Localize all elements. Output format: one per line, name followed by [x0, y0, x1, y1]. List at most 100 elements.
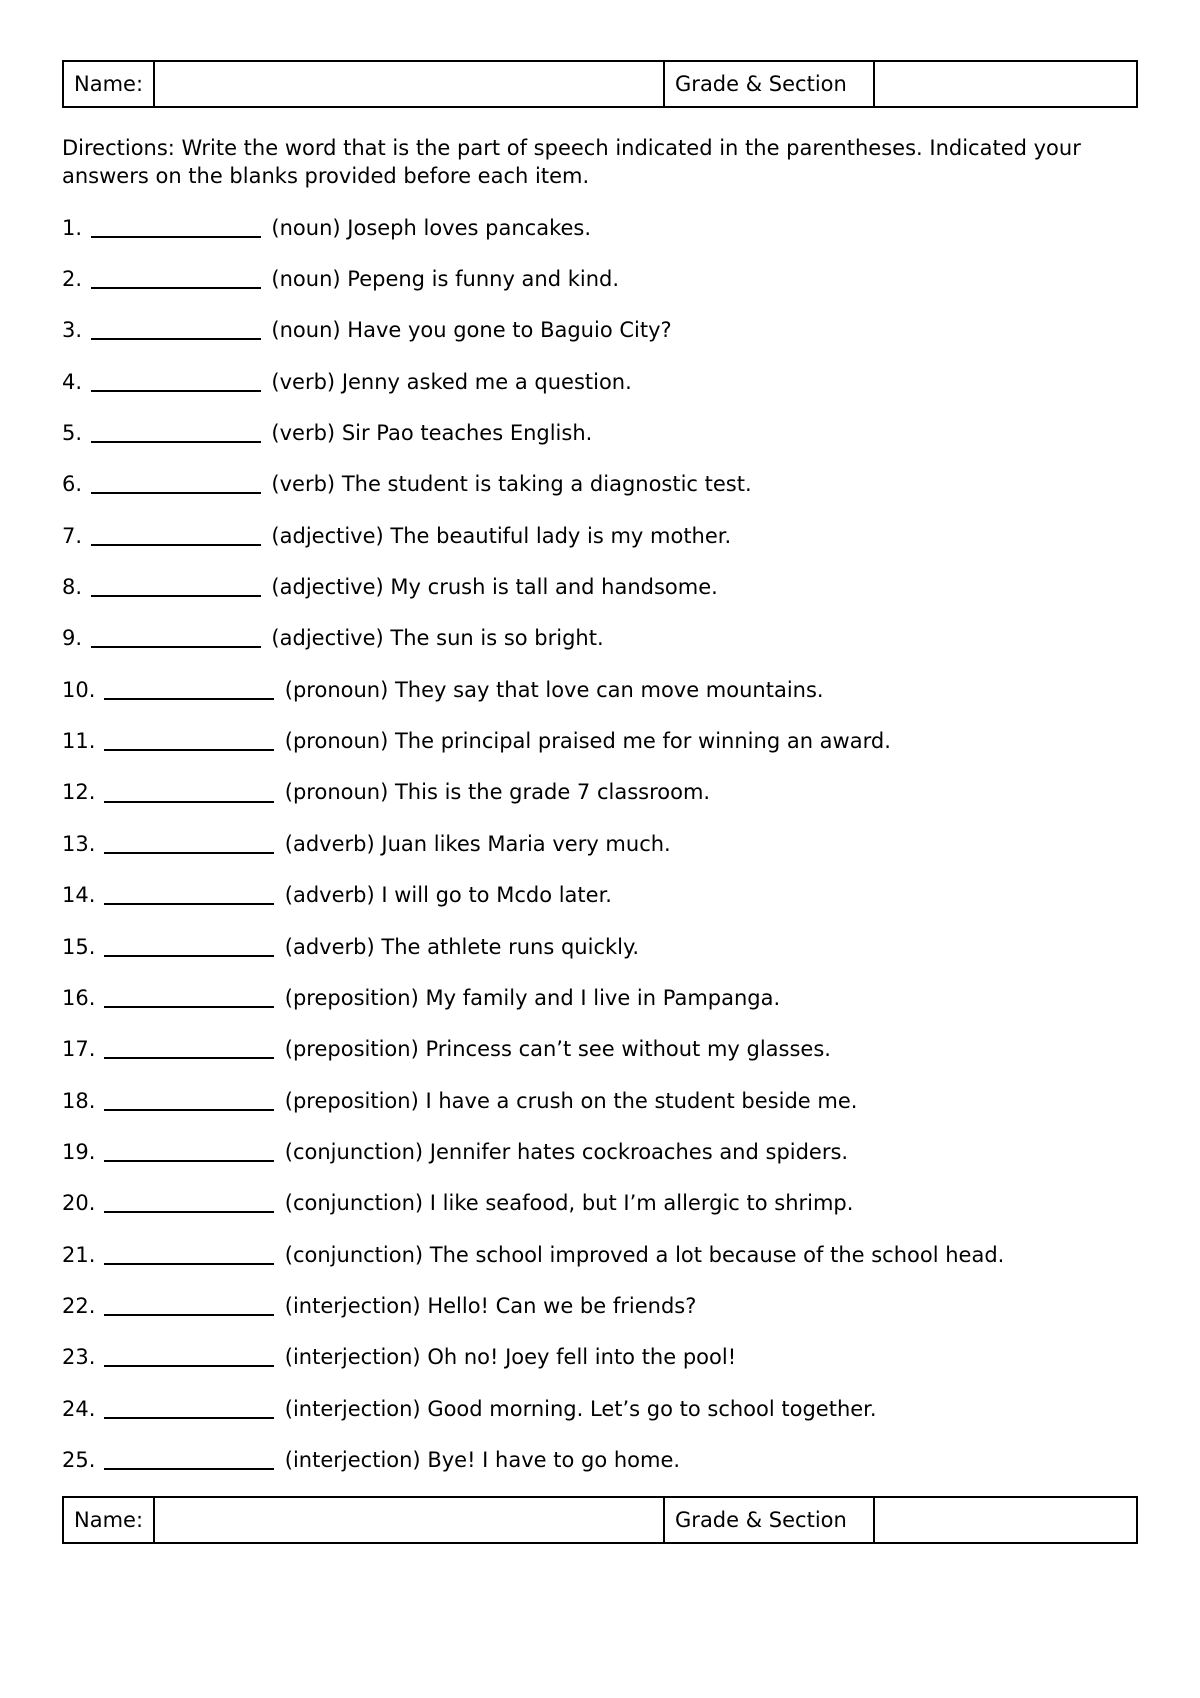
- answer-blank[interactable]: [91, 472, 261, 494]
- answer-blank[interactable]: [91, 575, 261, 597]
- part-of-speech: (adjective): [271, 524, 383, 548]
- item-number: 9.: [62, 626, 82, 650]
- part-of-speech: (conjunction): [285, 1140, 423, 1164]
- worksheet-item: 11. (pronoun) The principal praised me f…: [62, 726, 1138, 755]
- worksheet-item: 17. (preposition) Princess can’t see wit…: [62, 1034, 1138, 1063]
- part-of-speech: (adverb): [285, 883, 375, 907]
- item-number: 24.: [62, 1397, 95, 1421]
- sentence-text: The student is taking a diagnostic test.: [342, 472, 752, 496]
- sentence-text: I have a crush on the student beside me.: [425, 1089, 857, 1113]
- answer-blank[interactable]: [104, 1294, 274, 1316]
- header-table: Name: Grade & Section: [62, 60, 1138, 108]
- item-number: 17.: [62, 1037, 95, 1061]
- worksheet-item: 24. (interjection) Good morning. Let’s g…: [62, 1394, 1138, 1423]
- worksheet-item: 15. (adverb) The athlete runs quickly.: [62, 932, 1138, 961]
- answer-blank[interactable]: [104, 1037, 274, 1059]
- grade-input-cell[interactable]: [874, 61, 1137, 107]
- worksheet-item: 8. (adjective) My crush is tall and hand…: [62, 572, 1138, 601]
- part-of-speech: (adverb): [285, 935, 375, 959]
- part-of-speech: (conjunction): [285, 1243, 423, 1267]
- worksheet-item: 23. (interjection) Oh no! Joey fell into…: [62, 1342, 1138, 1371]
- answer-blank[interactable]: [91, 421, 261, 443]
- worksheet-item: 20. (conjunction) I like seafood, but I’…: [62, 1188, 1138, 1217]
- sentence-text: My crush is tall and handsome.: [390, 575, 717, 599]
- sentence-text: Jenny asked me a question.: [342, 370, 632, 394]
- item-number: 10.: [62, 678, 95, 702]
- sentence-text: Hello! Can we be friends?: [427, 1294, 696, 1318]
- answer-blank[interactable]: [104, 1345, 274, 1367]
- sentence-text: The beautiful lady is my mother.: [390, 524, 731, 548]
- part-of-speech: (adjective): [271, 575, 383, 599]
- answer-blank[interactable]: [91, 524, 261, 546]
- item-number: 21.: [62, 1243, 95, 1267]
- name-input-cell[interactable]: [154, 61, 664, 107]
- worksheet-item: 6. (verb) The student is taking a diagno…: [62, 469, 1138, 498]
- part-of-speech: (conjunction): [285, 1191, 423, 1215]
- answer-blank[interactable]: [91, 267, 261, 289]
- answer-blank[interactable]: [91, 318, 261, 340]
- worksheet-item: 13. (adverb) Juan likes Maria very much.: [62, 829, 1138, 858]
- answer-blank[interactable]: [104, 1089, 274, 1111]
- worksheet-item: 19. (conjunction) Jennifer hates cockroa…: [62, 1137, 1138, 1166]
- answer-blank[interactable]: [104, 1140, 274, 1162]
- sentence-text: The school improved a lot because of the…: [430, 1243, 1005, 1267]
- name-label-cell: Name:: [63, 1497, 154, 1543]
- worksheet-item: 16. (preposition) My family and I live i…: [62, 983, 1138, 1012]
- item-number: 19.: [62, 1140, 95, 1164]
- sentence-text: Jennifer hates cockroaches and spiders.: [430, 1140, 848, 1164]
- name-label-cell: Name:: [63, 61, 154, 107]
- sentence-text: Good morning. Let’s go to school togethe…: [427, 1397, 876, 1421]
- part-of-speech: (verb): [271, 472, 335, 496]
- directions-text: Directions: Write the word that is the p…: [62, 134, 1138, 191]
- item-number: 20.: [62, 1191, 95, 1215]
- part-of-speech: (pronoun): [285, 729, 389, 753]
- item-number: 18.: [62, 1089, 95, 1113]
- sentence-text: Bye! I have to go home.: [427, 1448, 680, 1472]
- worksheet-item: 10. (pronoun) They say that love can mov…: [62, 675, 1138, 704]
- answer-blank[interactable]: [104, 729, 274, 751]
- worksheet-item: 3. (noun) Have you gone to Baguio City?: [62, 315, 1138, 344]
- answer-blank[interactable]: [104, 986, 274, 1008]
- item-number: 12.: [62, 781, 95, 805]
- item-number: 3.: [62, 318, 82, 342]
- answer-blank[interactable]: [104, 935, 274, 957]
- answer-blank[interactable]: [91, 216, 261, 238]
- answer-blank[interactable]: [104, 832, 274, 854]
- sentence-text: The athlete runs quickly.: [381, 935, 639, 959]
- sentence-text: The sun is so bright.: [390, 626, 603, 650]
- sentence-text: I will go to Mcdo later.: [381, 883, 612, 907]
- answer-blank[interactable]: [104, 678, 274, 700]
- answer-blank[interactable]: [91, 626, 261, 648]
- item-number: 4.: [62, 370, 82, 394]
- grade-label-cell: Grade & Section: [664, 61, 874, 107]
- sentence-text: They say that love can move mountains.: [395, 678, 824, 702]
- answer-blank[interactable]: [91, 370, 261, 392]
- answer-blank[interactable]: [104, 1243, 274, 1265]
- grade-input-cell[interactable]: [874, 1497, 1137, 1543]
- item-number: 13.: [62, 832, 95, 856]
- sentence-text: I like seafood, but I’m allergic to shri…: [430, 1191, 854, 1215]
- answer-blank[interactable]: [104, 883, 274, 905]
- worksheet-item: 4. (verb) Jenny asked me a question.: [62, 367, 1138, 396]
- part-of-speech: (adjective): [271, 626, 383, 650]
- name-input-cell[interactable]: [154, 1497, 664, 1543]
- part-of-speech: (interjection): [285, 1294, 421, 1318]
- item-number: 25.: [62, 1448, 95, 1472]
- sentence-text: My family and I live in Pampanga.: [425, 986, 780, 1010]
- answer-blank[interactable]: [104, 1191, 274, 1213]
- part-of-speech: (preposition): [285, 1037, 419, 1061]
- item-number: 5.: [62, 421, 82, 445]
- sentence-text: The principal praised me for winning an …: [395, 729, 891, 753]
- part-of-speech: (noun): [271, 318, 340, 342]
- worksheet-item: 18. (preposition) I have a crush on the …: [62, 1086, 1138, 1115]
- item-number: 1.: [62, 216, 82, 240]
- sentence-text: Joseph loves pancakes.: [347, 216, 591, 240]
- answer-blank[interactable]: [104, 1448, 274, 1470]
- part-of-speech: (verb): [271, 370, 335, 394]
- worksheet-item: 25. (interjection) Bye! I have to go hom…: [62, 1445, 1138, 1474]
- answer-blank[interactable]: [104, 1397, 274, 1419]
- item-number: 15.: [62, 935, 95, 959]
- sentence-text: Princess can’t see without my glasses.: [425, 1037, 831, 1061]
- answer-blank[interactable]: [104, 780, 274, 802]
- worksheet-page: Name: Grade & Section Directions: Write …: [0, 0, 1200, 1698]
